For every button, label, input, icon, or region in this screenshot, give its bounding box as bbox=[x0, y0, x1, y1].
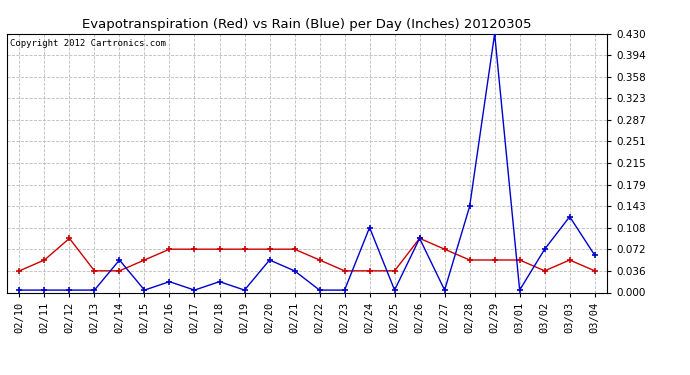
Title: Evapotranspiration (Red) vs Rain (Blue) per Day (Inches) 20120305: Evapotranspiration (Red) vs Rain (Blue) … bbox=[82, 18, 532, 31]
Text: Copyright 2012 Cartronics.com: Copyright 2012 Cartronics.com bbox=[10, 39, 166, 48]
